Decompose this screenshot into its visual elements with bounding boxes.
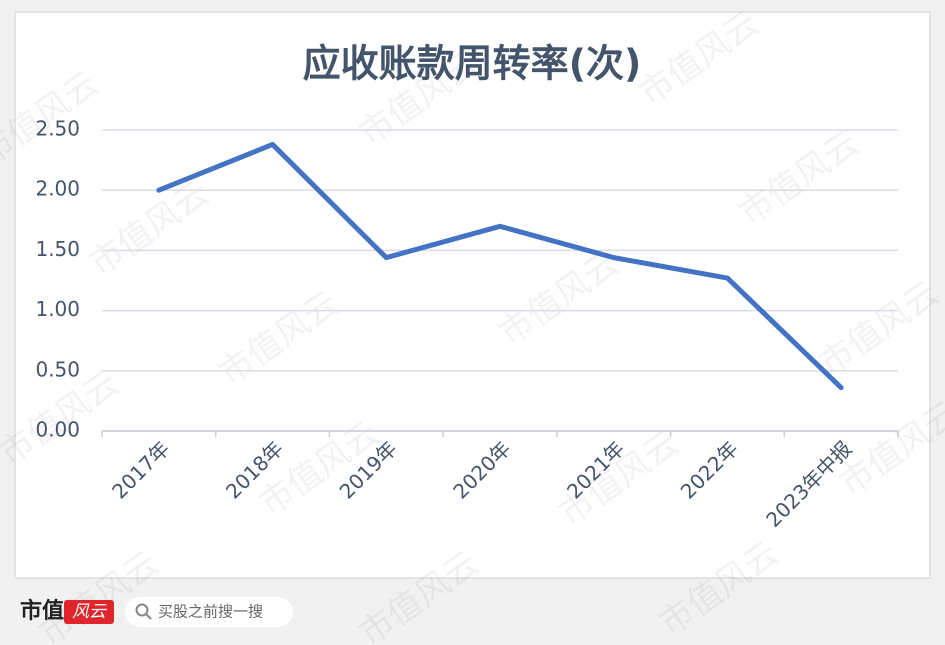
search-box[interactable] <box>125 597 293 627</box>
search-placeholder[interactable]: 买股之前搜一搜 <box>158 603 263 621</box>
brand-logo-bg <box>64 600 114 624</box>
y-tick-label: 1.50 <box>35 237 80 261</box>
y-tick-label: 1.00 <box>35 297 80 321</box>
brand-logo: 风云 <box>72 602 108 622</box>
line <box>156 141 844 391</box>
brand: 市值 <box>20 598 64 624</box>
chart-panel <box>14 11 931 579</box>
chart-title: 应收账款周转率(次) <box>303 42 642 86</box>
y-tick-label: 0.50 <box>35 357 80 381</box>
search-icon <box>135 603 149 617</box>
y-tick-label: 2.00 <box>35 177 80 201</box>
search-icon <box>145 613 152 620</box>
y-tick-label: 0.00 <box>35 418 80 442</box>
y-tick-label: 2.50 <box>35 117 80 141</box>
